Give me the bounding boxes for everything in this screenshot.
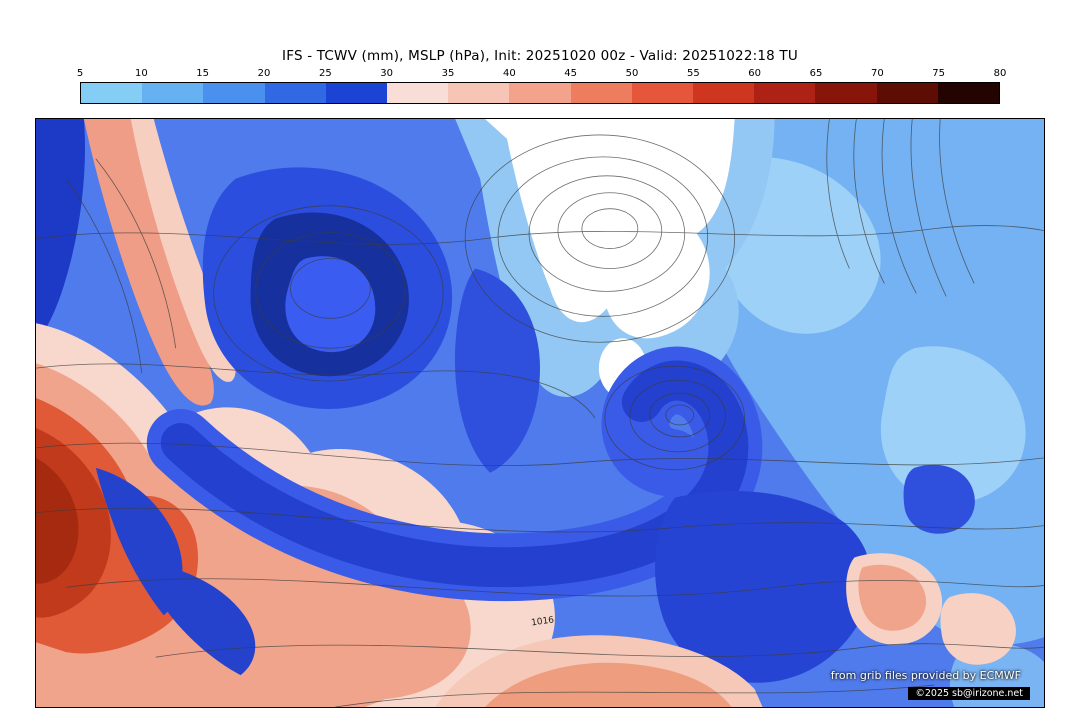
colorbar-segment [81,83,143,103]
colorbar-segment [693,83,755,103]
colorbar-segment [264,83,326,103]
page-title: IFS - TCWV (mm), MSLP (hPa), Init: 20251… [282,48,798,64]
colorbar-tick-label: 75 [932,68,946,79]
colorbar-segment [142,83,204,103]
colorbar-segment [815,83,877,103]
map-frame: 1016 from grib files provided by ECMWF ©… [35,118,1045,708]
colorbar-tick-label: 10 [134,68,148,79]
colorbar-tick-label: 35 [441,68,455,79]
colorbar-segment [509,83,571,103]
colorbar-tick-label: 45 [564,68,578,79]
colorbar-tick-label: 65 [809,68,823,79]
copyright: ©2025 sb@irizone.net [908,687,1030,700]
colorbar-ticks: 5 10 15 20 25 30 35 40 45 50 55 60 65 70 75 80 [76,66,1007,82]
colorbar-segment [570,83,632,103]
weather-map: 1016 [36,119,1044,707]
colorbar-segment [876,83,938,103]
colorbar-tick-label: 70 [870,68,884,79]
colorbar-segment [203,83,265,103]
colorbar-tick-label: 20 [257,68,271,79]
ecmwf-credit: from grib files provided by ECMWF [830,669,1021,682]
mslp-contours [36,119,1044,707]
colorbar: 5 10 15 20 25 30 35 40 45 50 55 60 65 70 75 80 [76,66,1007,104]
colorbar-tick-label: 25 [318,68,332,79]
colorbar-tick-label: 15 [196,68,210,79]
colorbar-tick-label: 40 [502,68,516,79]
colorbar-segment [937,83,1000,103]
colorbar-tick-label: 50 [625,68,639,79]
colorbar-segment [448,83,510,103]
colorbar-tick-label: 60 [748,68,762,79]
colorbar-segment [387,83,449,103]
colorbar-tick-label: 5 [76,68,84,79]
contour-label: 1016 [531,615,555,628]
tcwv-shading [36,119,1044,707]
colorbar-segment [325,83,388,103]
colorbar-segment [754,83,816,103]
colorbar-tick-label: 30 [380,68,394,79]
colorbar-tick-label: 80 [993,68,1007,79]
colorbar-segment [631,83,694,103]
colorbar-tick-label: 55 [686,68,700,79]
colorbar-segments [80,82,1000,104]
